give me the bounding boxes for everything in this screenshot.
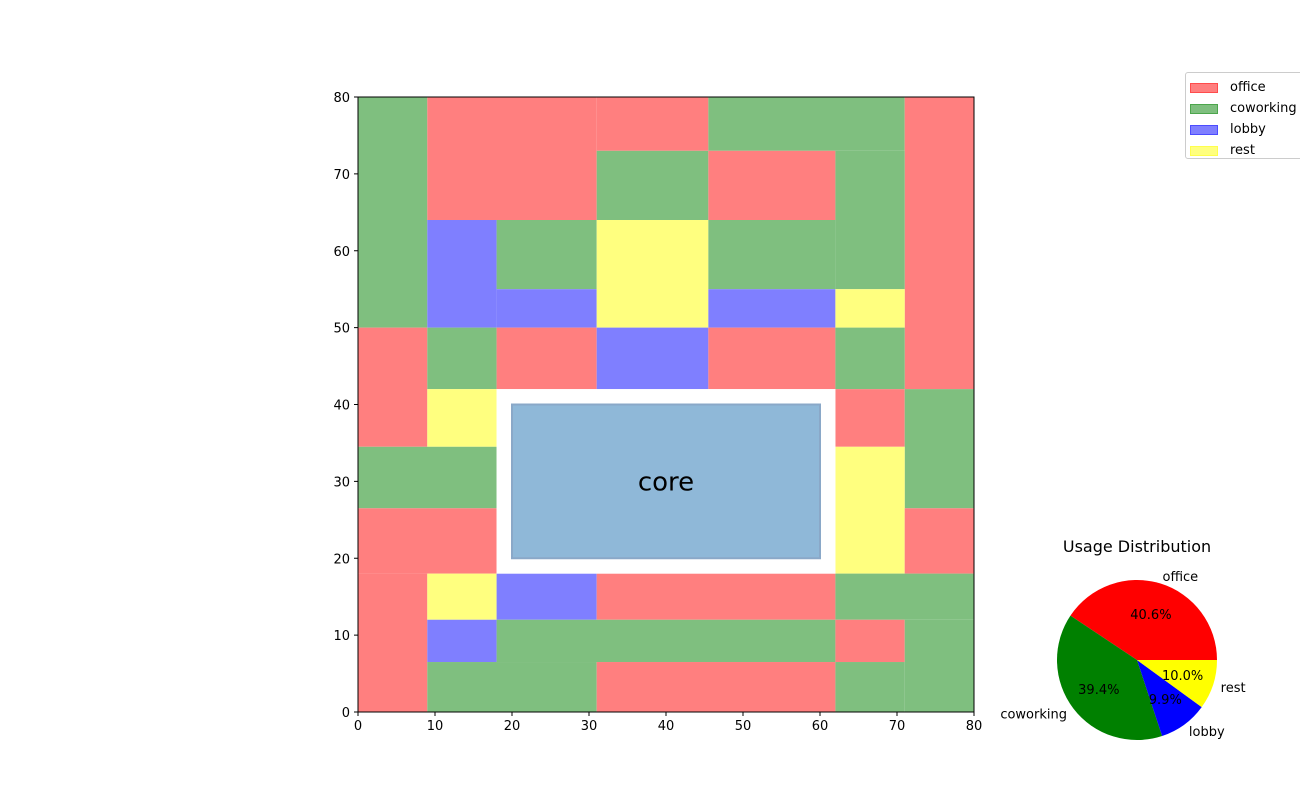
x-tick-label: 10 (427, 719, 444, 734)
pie-percent-label: 39.4% (1078, 683, 1119, 698)
zone-lobby (427, 619, 497, 663)
x-tick-label: 0 (354, 719, 362, 734)
pie-slice-rest (1137, 660, 1217, 708)
legend-label: rest (1230, 143, 1255, 158)
zone-office (496, 327, 597, 390)
pie-label: rest (1221, 681, 1246, 696)
pie-percent-label: 9.9% (1149, 693, 1182, 708)
zone-office (596, 662, 836, 712)
x-tick-label: 80 (966, 719, 983, 734)
y-tick-label: 20 (333, 552, 350, 567)
y-tick-label: 30 (333, 475, 350, 490)
pie-slice-coworking (1057, 615, 1163, 740)
zone-office (358, 327, 428, 447)
legend-swatch (1190, 82, 1218, 93)
legend-swatch (1190, 124, 1218, 135)
zone-lobby (427, 220, 497, 328)
zone-coworking (835, 662, 905, 712)
zone-office (835, 389, 905, 447)
zone-lobby (496, 573, 597, 620)
y-tick-label: 10 (333, 629, 350, 644)
legend-item-rest: rest (1190, 140, 1300, 161)
x-tick-label: 40 (658, 719, 675, 734)
zone-lobby (596, 327, 709, 390)
zone-rest (835, 446, 905, 574)
pie-label: office (1163, 570, 1199, 585)
floorplan-plot: core 0 10 20 30 40 50 60 70 80 0 10 20 30 40 50 60 70 80 (333, 91, 982, 734)
pie-label: lobby (1189, 725, 1225, 740)
zone-rest (596, 220, 709, 328)
zone-office (904, 97, 974, 390)
zone-coworking (904, 389, 974, 509)
zone-coworking (708, 97, 905, 151)
legend-label: lobby (1230, 122, 1266, 137)
pie-slice-office (1070, 580, 1217, 660)
x-tick-label: 30 (581, 719, 598, 734)
zone-office (708, 327, 836, 390)
legend-item-coworking: coworking (1190, 98, 1300, 119)
x-tick-label: 60 (812, 719, 829, 734)
zone-rest (835, 289, 905, 328)
y-tick-label: 60 (333, 245, 350, 260)
y-tick-label: 70 (333, 168, 350, 183)
legend-swatch (1190, 145, 1218, 156)
core-zone (511, 403, 821, 560)
pie-percent-label: 40.6% (1130, 608, 1171, 623)
zone-office (427, 97, 597, 220)
zone-coworking (835, 573, 974, 620)
zone-office (708, 150, 836, 220)
legend: office coworking lobby rest (1185, 72, 1300, 159)
legend-label: office (1230, 80, 1266, 95)
zone-lobby (496, 289, 597, 328)
zone-office (904, 508, 974, 574)
legend-label: coworking (1230, 101, 1297, 116)
y-tick-label: 40 (333, 399, 350, 414)
zone-office (358, 573, 428, 712)
x-tick-label: 50 (735, 719, 752, 734)
zone-coworking (596, 150, 709, 220)
zone-coworking (358, 446, 497, 509)
zone-lobby (708, 289, 836, 328)
y-tick-label: 50 (333, 322, 350, 337)
zone-coworking (835, 150, 905, 290)
zone-rest (427, 573, 497, 620)
pie-percent-label: 10.0% (1162, 669, 1203, 684)
x-tick-label: 20 (504, 719, 521, 734)
zone-coworking (904, 619, 974, 712)
x-tick-label: 70 (889, 719, 906, 734)
core-label: core (638, 467, 694, 497)
zone-coworking (496, 220, 597, 290)
zone-coworking (427, 662, 597, 712)
pie-label: coworking (1000, 707, 1067, 722)
pie-title: Usage Distribution (1063, 537, 1211, 556)
legend-item-lobby: lobby (1190, 119, 1300, 140)
pie-slice-lobby (1137, 660, 1202, 736)
legend-swatch (1190, 103, 1218, 114)
zone-coworking (496, 619, 836, 663)
zone-rest (427, 389, 497, 447)
y-tick-label: 80 (333, 91, 350, 106)
legend-item-office: office (1190, 77, 1300, 98)
usage-pie-chart: Usage Distribution office 40.6% coworking 3… (1000, 537, 1245, 740)
zone-coworking (358, 97, 428, 328)
zone-coworking (835, 327, 905, 390)
zone-office (596, 573, 836, 620)
zone-coworking (708, 220, 836, 290)
zone-office (596, 97, 709, 151)
y-tick-label: 0 (342, 706, 350, 721)
zone-office (358, 508, 497, 574)
zone-coworking (427, 327, 497, 390)
zone-office (835, 619, 905, 663)
